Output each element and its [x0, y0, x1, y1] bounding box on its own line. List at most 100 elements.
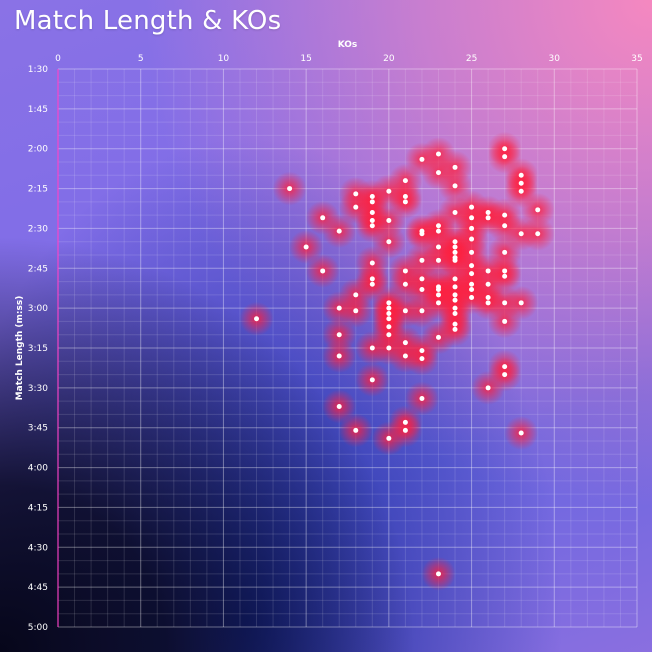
- data-point: [452, 292, 458, 298]
- data-point: [535, 207, 541, 213]
- data-point: [386, 435, 392, 441]
- data-point: [435, 228, 441, 234]
- data-point: [369, 217, 375, 223]
- data-point: [386, 332, 392, 338]
- data-point: [386, 345, 392, 351]
- data-point: [452, 209, 458, 215]
- data-point: [452, 284, 458, 290]
- data-point: [435, 170, 441, 176]
- data-point: [485, 385, 491, 391]
- data-point: [435, 244, 441, 250]
- data-point: [518, 172, 524, 178]
- data-point: [419, 231, 425, 237]
- data-point: [419, 257, 425, 263]
- data-point: [469, 236, 475, 242]
- data-point: [254, 316, 260, 322]
- data-point: [419, 156, 425, 162]
- y-tick-label: 4:30: [28, 543, 48, 553]
- data-point: [320, 268, 326, 274]
- data-point: [485, 300, 491, 306]
- data-point: [452, 239, 458, 245]
- x-tick-label: 35: [631, 54, 642, 64]
- data-point: [469, 215, 475, 221]
- x-tick-label: 30: [549, 54, 561, 64]
- data-point: [419, 395, 425, 401]
- data-point: [419, 287, 425, 293]
- y-tick-label: 4:00: [28, 464, 48, 474]
- data-point: [502, 223, 508, 229]
- data-point: [369, 281, 375, 287]
- data-point: [452, 305, 458, 311]
- y-tick-label: 3:45: [28, 424, 48, 434]
- data-point: [502, 372, 508, 378]
- data-point: [452, 276, 458, 282]
- data-point: [452, 183, 458, 189]
- x-tick-labels: 0 5 10 15 20 25 30 35: [55, 54, 643, 64]
- x-tick-label: 0: [55, 54, 61, 64]
- data-point: [369, 194, 375, 200]
- y-tick-label: 3:00: [28, 304, 48, 314]
- data-point: [452, 257, 458, 263]
- data-point: [502, 300, 508, 306]
- data-point: [353, 427, 359, 433]
- data-point: [320, 215, 326, 221]
- data-point: [419, 308, 425, 314]
- data-point: [502, 318, 508, 324]
- data-point: [402, 194, 408, 200]
- data-point: [336, 403, 342, 409]
- data-point: [502, 212, 508, 218]
- data-point: [386, 310, 392, 316]
- data-point: [435, 223, 441, 229]
- y-tick-label: 1:30: [28, 65, 48, 75]
- data-point: [419, 276, 425, 282]
- data-point: [452, 321, 458, 327]
- data-point: [485, 295, 491, 301]
- y-tick-label: 2:15: [28, 185, 48, 195]
- data-point: [435, 257, 441, 263]
- data-point: [469, 295, 475, 301]
- data-point: [469, 287, 475, 293]
- y-axis-label: Match Length (m:ss): [15, 296, 25, 401]
- data-point: [419, 348, 425, 354]
- data-point: [386, 300, 392, 306]
- data-point: [502, 273, 508, 279]
- data-point: [369, 223, 375, 229]
- data-point: [402, 281, 408, 287]
- data-point: [336, 228, 342, 234]
- data-point: [336, 305, 342, 311]
- data-point: [502, 364, 508, 370]
- y-tick-label: 4:45: [28, 583, 48, 593]
- data-point: [287, 186, 293, 192]
- y-tick-label: 4:15: [28, 503, 48, 513]
- y-tick-label: 2:45: [28, 264, 48, 274]
- y-tick-labels: 1:30 1:45 2:00 2:15 2:30 2:45 3:00 3:15 3:30 3:45…: [28, 65, 48, 633]
- data-point: [452, 297, 458, 303]
- data-point: [402, 308, 408, 314]
- data-point: [402, 427, 408, 433]
- data-point: [369, 345, 375, 351]
- data-point: [518, 430, 524, 436]
- data-point: [369, 260, 375, 266]
- data-point: [452, 249, 458, 255]
- data-point: [485, 215, 491, 221]
- data-point: [402, 268, 408, 274]
- data-point: [369, 377, 375, 383]
- x-tick-label: 20: [383, 54, 395, 64]
- x-axis-label: KOs: [338, 40, 358, 50]
- data-point: [369, 209, 375, 215]
- data-point: [485, 281, 491, 287]
- data-point: [369, 199, 375, 205]
- data-point: [435, 292, 441, 298]
- data-point: [502, 268, 508, 274]
- data-point: [469, 249, 475, 255]
- data-point: [469, 271, 475, 277]
- data-point: [369, 276, 375, 282]
- data-point: [435, 300, 441, 306]
- data-point: [452, 310, 458, 316]
- x-tick-label: 15: [300, 54, 311, 64]
- data-point: [386, 305, 392, 311]
- data-point: [485, 209, 491, 215]
- data-point: [452, 244, 458, 250]
- y-tick-label: 5:00: [28, 623, 48, 633]
